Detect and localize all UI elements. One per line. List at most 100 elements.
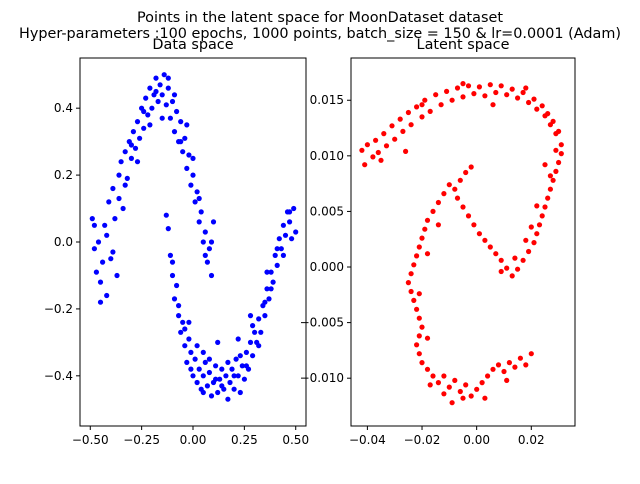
data-space-point xyxy=(178,329,184,335)
data-space-point xyxy=(194,343,200,349)
data-space-point xyxy=(268,286,274,292)
data-space-point xyxy=(163,102,169,108)
data-space-point xyxy=(186,319,192,325)
data-space-point xyxy=(208,272,215,279)
latent-space-point xyxy=(504,92,510,98)
data-space-point xyxy=(247,339,254,345)
data-space-point xyxy=(106,199,112,205)
latent-space-point xyxy=(471,222,477,228)
latent-space-point xyxy=(414,253,420,259)
data-space-ytick-label: 0.2 xyxy=(54,168,73,182)
latent-space-point xyxy=(454,85,461,91)
data-space-point xyxy=(110,249,116,255)
latent-space-point xyxy=(542,162,548,168)
latent-space-point xyxy=(479,380,485,386)
data-space-point xyxy=(268,269,274,275)
data-space-point xyxy=(122,182,128,188)
data-space-point xyxy=(184,122,190,128)
data-space-point xyxy=(190,373,196,379)
data-space-point xyxy=(256,343,262,349)
latent-space-point xyxy=(512,364,518,370)
latent-space-point xyxy=(408,122,414,128)
latent-space-point xyxy=(419,235,425,241)
latent-space-point xyxy=(463,169,469,176)
data-space-point xyxy=(91,246,97,252)
data-space-point xyxy=(278,246,284,252)
data-space-point xyxy=(95,239,102,245)
latent-space-point xyxy=(378,157,384,163)
latent-space-point xyxy=(435,199,441,206)
latent-space-point xyxy=(520,257,526,263)
latent-space-points xyxy=(359,81,564,406)
data-space-point xyxy=(215,389,221,396)
data-space-point xyxy=(124,175,130,181)
latent-space-point xyxy=(452,186,458,192)
data-space-point xyxy=(108,256,114,262)
latent-space-point xyxy=(424,251,431,257)
latent-space-point xyxy=(515,266,521,272)
latent-space-point xyxy=(460,395,466,401)
latent-space-point xyxy=(528,224,534,230)
data-space-point xyxy=(190,155,196,161)
data-space-point xyxy=(274,246,280,252)
latent-space-point xyxy=(435,222,441,228)
latent-space-point xyxy=(536,222,543,228)
latent-space-axes: Latent space −0.04 −0.02 0.00 0.02 −0.010 −0.… xyxy=(300,37,576,447)
data-space-point xyxy=(165,75,171,81)
data-space-point xyxy=(176,313,182,319)
latent-space-title: Latent space xyxy=(417,37,510,53)
data-space-point xyxy=(188,182,194,188)
data-space-point xyxy=(219,383,225,389)
latent-space-point xyxy=(430,208,436,214)
data-space-xtick-label: 0.25 xyxy=(231,433,258,447)
data-space-point xyxy=(134,119,141,125)
latent-space-point xyxy=(498,83,504,89)
data-space-point xyxy=(149,105,155,111)
latent-space-point xyxy=(416,291,422,297)
data-space-point xyxy=(250,353,256,359)
latent-space-point xyxy=(422,226,428,232)
latent-space-point xyxy=(553,147,559,153)
data-space-point xyxy=(247,313,254,319)
data-space-point xyxy=(100,259,106,265)
data-space-point xyxy=(97,279,104,285)
data-space-point xyxy=(291,205,297,212)
data-space-point xyxy=(270,279,276,285)
data-space-xtick-label: −0.50 xyxy=(72,433,109,447)
data-space-point xyxy=(184,359,190,365)
latent-space-point xyxy=(435,380,441,386)
data-space-point xyxy=(130,129,136,135)
data-space-point xyxy=(219,366,225,372)
latent-space-point xyxy=(422,97,428,103)
data-space-point xyxy=(167,252,173,258)
latent-space-point xyxy=(375,149,381,156)
data-space-point xyxy=(200,389,206,396)
data-space-point xyxy=(186,152,192,158)
latent-space-point xyxy=(498,268,504,275)
data-space-point xyxy=(264,269,270,275)
latent-space-point xyxy=(482,237,488,243)
latent-space-point xyxy=(438,102,444,108)
data-space-point xyxy=(227,379,233,386)
latent-space-point xyxy=(430,373,436,379)
latent-space-ytick-label: 0.010 xyxy=(310,149,344,163)
latent-space-point xyxy=(460,81,466,87)
latent-space-point xyxy=(534,231,540,237)
data-space-point xyxy=(196,195,202,202)
latent-space-point xyxy=(449,400,455,406)
latent-space-point xyxy=(416,333,422,339)
latent-space-point xyxy=(419,102,425,108)
data-space-point xyxy=(141,125,147,131)
latent-space-point xyxy=(487,82,493,88)
latent-space-point xyxy=(523,237,529,243)
latent-space-point xyxy=(454,195,461,201)
latent-space-point xyxy=(539,103,545,109)
data-space-point xyxy=(163,212,169,218)
data-space-title: Data space xyxy=(152,37,233,53)
data-space-point xyxy=(262,313,268,319)
data-space-point xyxy=(200,239,206,245)
data-space-point xyxy=(208,393,215,399)
latent-space-point xyxy=(392,136,398,142)
latent-space-point xyxy=(558,151,564,157)
data-space-point xyxy=(235,373,241,379)
